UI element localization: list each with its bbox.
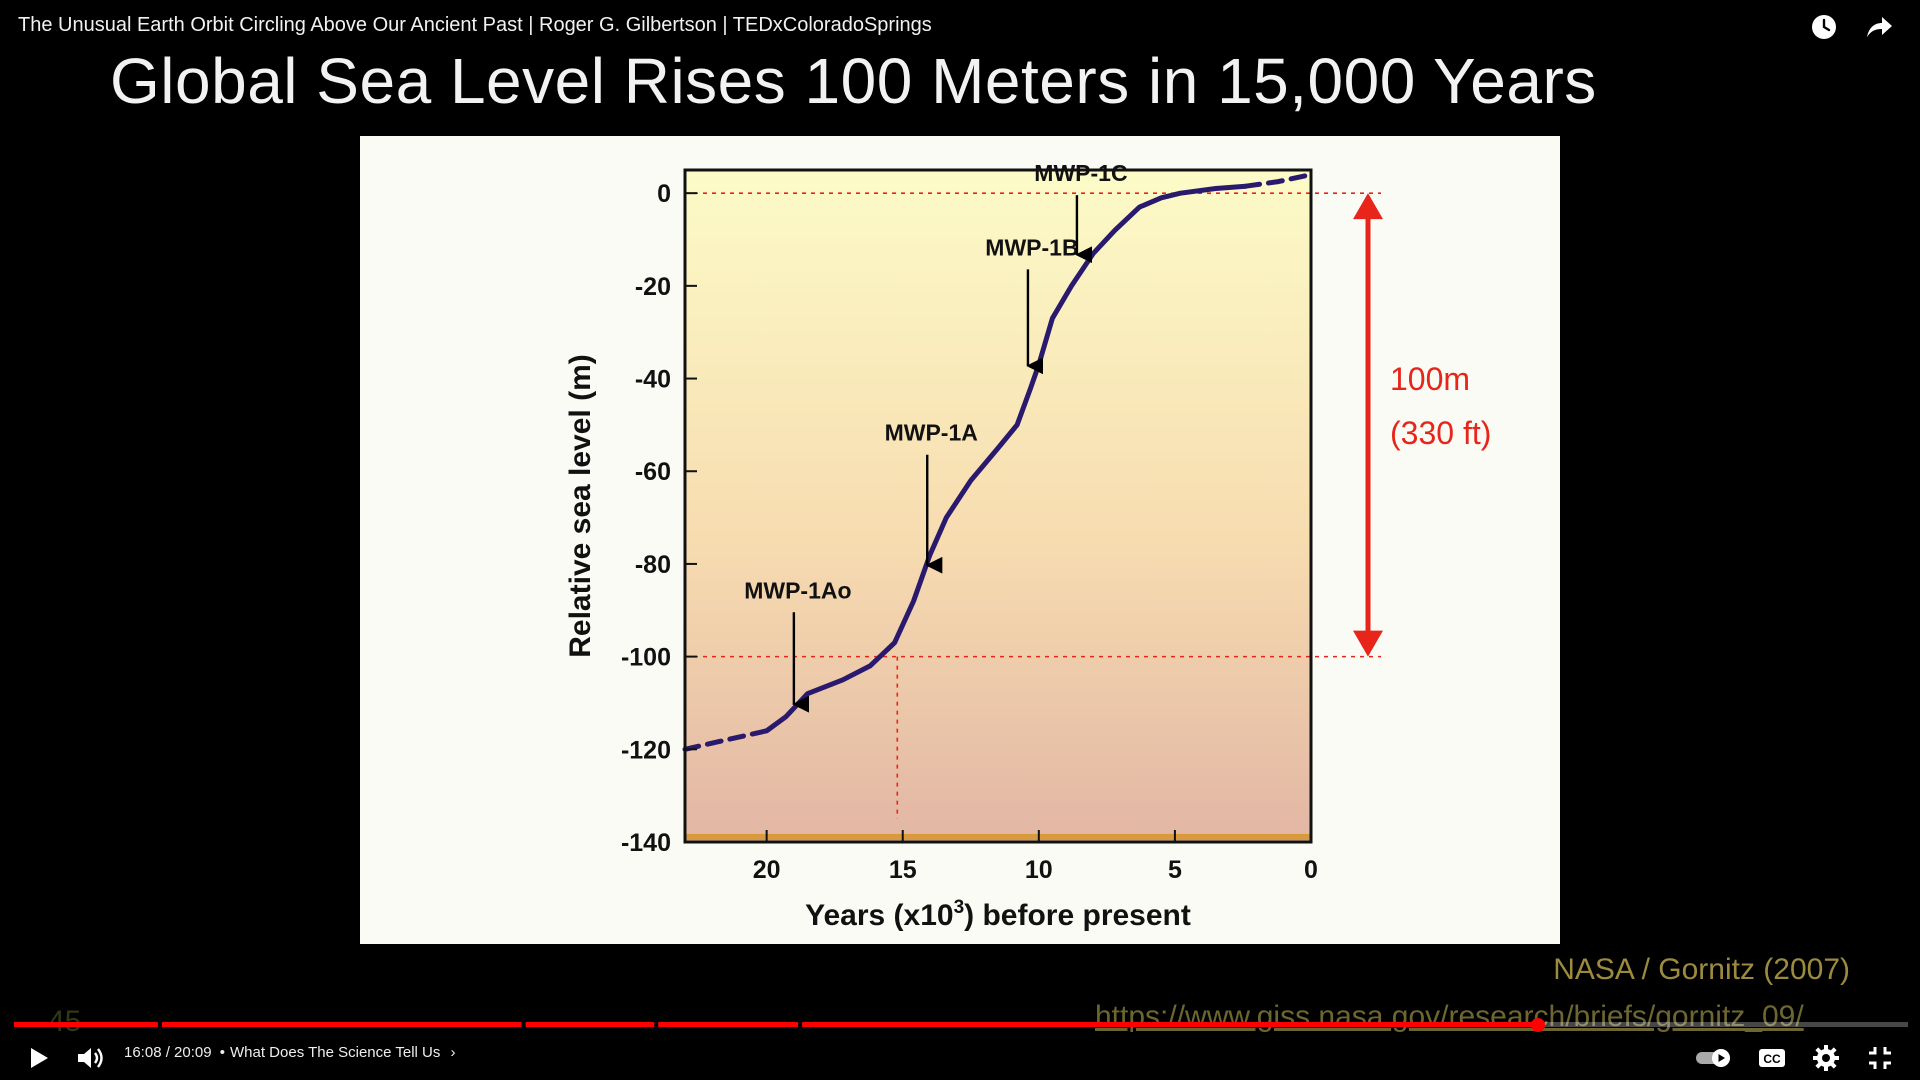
progress-bar[interactable] bbox=[14, 1022, 1908, 1027]
y-tick-label: -60 bbox=[635, 458, 671, 486]
annotation-label: MWP-1B bbox=[985, 234, 1078, 260]
progress-played bbox=[14, 1022, 1539, 1027]
player-controls: CC bbox=[0, 1036, 1920, 1080]
annotation-label: MWP-1A bbox=[885, 420, 978, 446]
annotation-label: MWP-1C bbox=[1034, 160, 1127, 186]
annotation-label: MWP-1Ao bbox=[744, 577, 851, 603]
x-axis-label: Years (x103) before present bbox=[805, 897, 1191, 932]
plot-frame bbox=[683, 168, 1313, 844]
plot-background bbox=[685, 170, 1311, 842]
sea-level-line-dashed bbox=[1243, 172, 1314, 189]
chapter-mark bbox=[654, 1022, 659, 1027]
slide-title: Global Sea Level Rises 100 Meters in 15,… bbox=[110, 45, 1597, 117]
plot-bottom-band bbox=[685, 834, 1311, 840]
y-tick-label: -140 bbox=[621, 829, 671, 857]
y-tick-label: -20 bbox=[635, 273, 671, 301]
progress-scrubber[interactable] bbox=[1530, 1017, 1546, 1033]
chapter-mark bbox=[157, 1022, 162, 1027]
chevron-right-icon: › bbox=[450, 1044, 456, 1061]
range-label-meters: 100m bbox=[1390, 361, 1470, 397]
x-tick-label: 20 bbox=[753, 856, 781, 884]
slide-page-number: 45 bbox=[48, 1005, 82, 1038]
sea-level-chart: MWP-1Ao MWP-1A MWP-1B MWP-1C 0 -20 -40 -60 -80 -… bbox=[564, 160, 1491, 932]
chapter-mark bbox=[798, 1022, 803, 1027]
play-icon[interactable] bbox=[20, 1040, 56, 1076]
autoplay-toggle-icon[interactable] bbox=[1694, 1040, 1734, 1076]
y-axis-label: Relative sea level (m) bbox=[564, 354, 597, 658]
x-axis-label-prefix: Years (x10 bbox=[805, 899, 953, 932]
x-axis-label-exponent: 3 bbox=[954, 897, 965, 918]
range-arrow-head-down bbox=[1353, 630, 1383, 657]
settings-icon[interactable] bbox=[1808, 1040, 1844, 1076]
chart-panel: MWP-1Ao MWP-1A MWP-1B MWP-1C 0 -20 -40 -60 -80 -… bbox=[360, 136, 1560, 944]
svg-text:CC: CC bbox=[1763, 1052, 1781, 1066]
share-arrow-icon[interactable] bbox=[1861, 10, 1895, 44]
y-tick-label: -120 bbox=[621, 736, 671, 764]
sea-level-line-dashed bbox=[682, 728, 770, 752]
y-tick-label: 0 bbox=[657, 180, 671, 208]
exit-fullscreen-icon[interactable] bbox=[1862, 1040, 1898, 1076]
x-tick-label: 15 bbox=[889, 856, 917, 884]
clock-icon[interactable] bbox=[1807, 10, 1841, 44]
captions-icon[interactable]: CC bbox=[1754, 1040, 1790, 1076]
y-tick-label: -100 bbox=[621, 644, 671, 672]
source-credit: NASA / Gornitz (2007) bbox=[1553, 953, 1850, 986]
y-tick-label: -80 bbox=[635, 551, 671, 579]
source-url: https://www.giss.nasa.gov/research/brief… bbox=[1095, 1000, 1804, 1033]
chapter-label[interactable]: What Does The Science Tell Us bbox=[230, 1044, 441, 1061]
volume-icon[interactable] bbox=[72, 1040, 108, 1076]
chapter-mark bbox=[521, 1022, 526, 1027]
x-tick-label: 10 bbox=[1025, 856, 1053, 884]
time-display: 16:08 / 20:09 • bbox=[124, 1044, 229, 1061]
time-separator: • bbox=[219, 1044, 226, 1061]
range-label-feet: (330 ft) bbox=[1390, 415, 1491, 451]
time-text: 16:08 / 20:09 bbox=[124, 1044, 212, 1061]
range-arrow-head-up bbox=[1353, 193, 1383, 220]
x-tick-label: 5 bbox=[1168, 856, 1182, 884]
chapter-title[interactable]: What Does The Science Tell Us › bbox=[230, 1044, 456, 1061]
video-title[interactable]: The Unusual Earth Orbit Circling Above O… bbox=[18, 14, 932, 36]
y-tick-label: -40 bbox=[635, 366, 671, 394]
x-axis-label-suffix: ) before present bbox=[964, 899, 1191, 932]
sea-level-line bbox=[764, 183, 1249, 734]
x-tick-label: 0 bbox=[1304, 856, 1318, 884]
